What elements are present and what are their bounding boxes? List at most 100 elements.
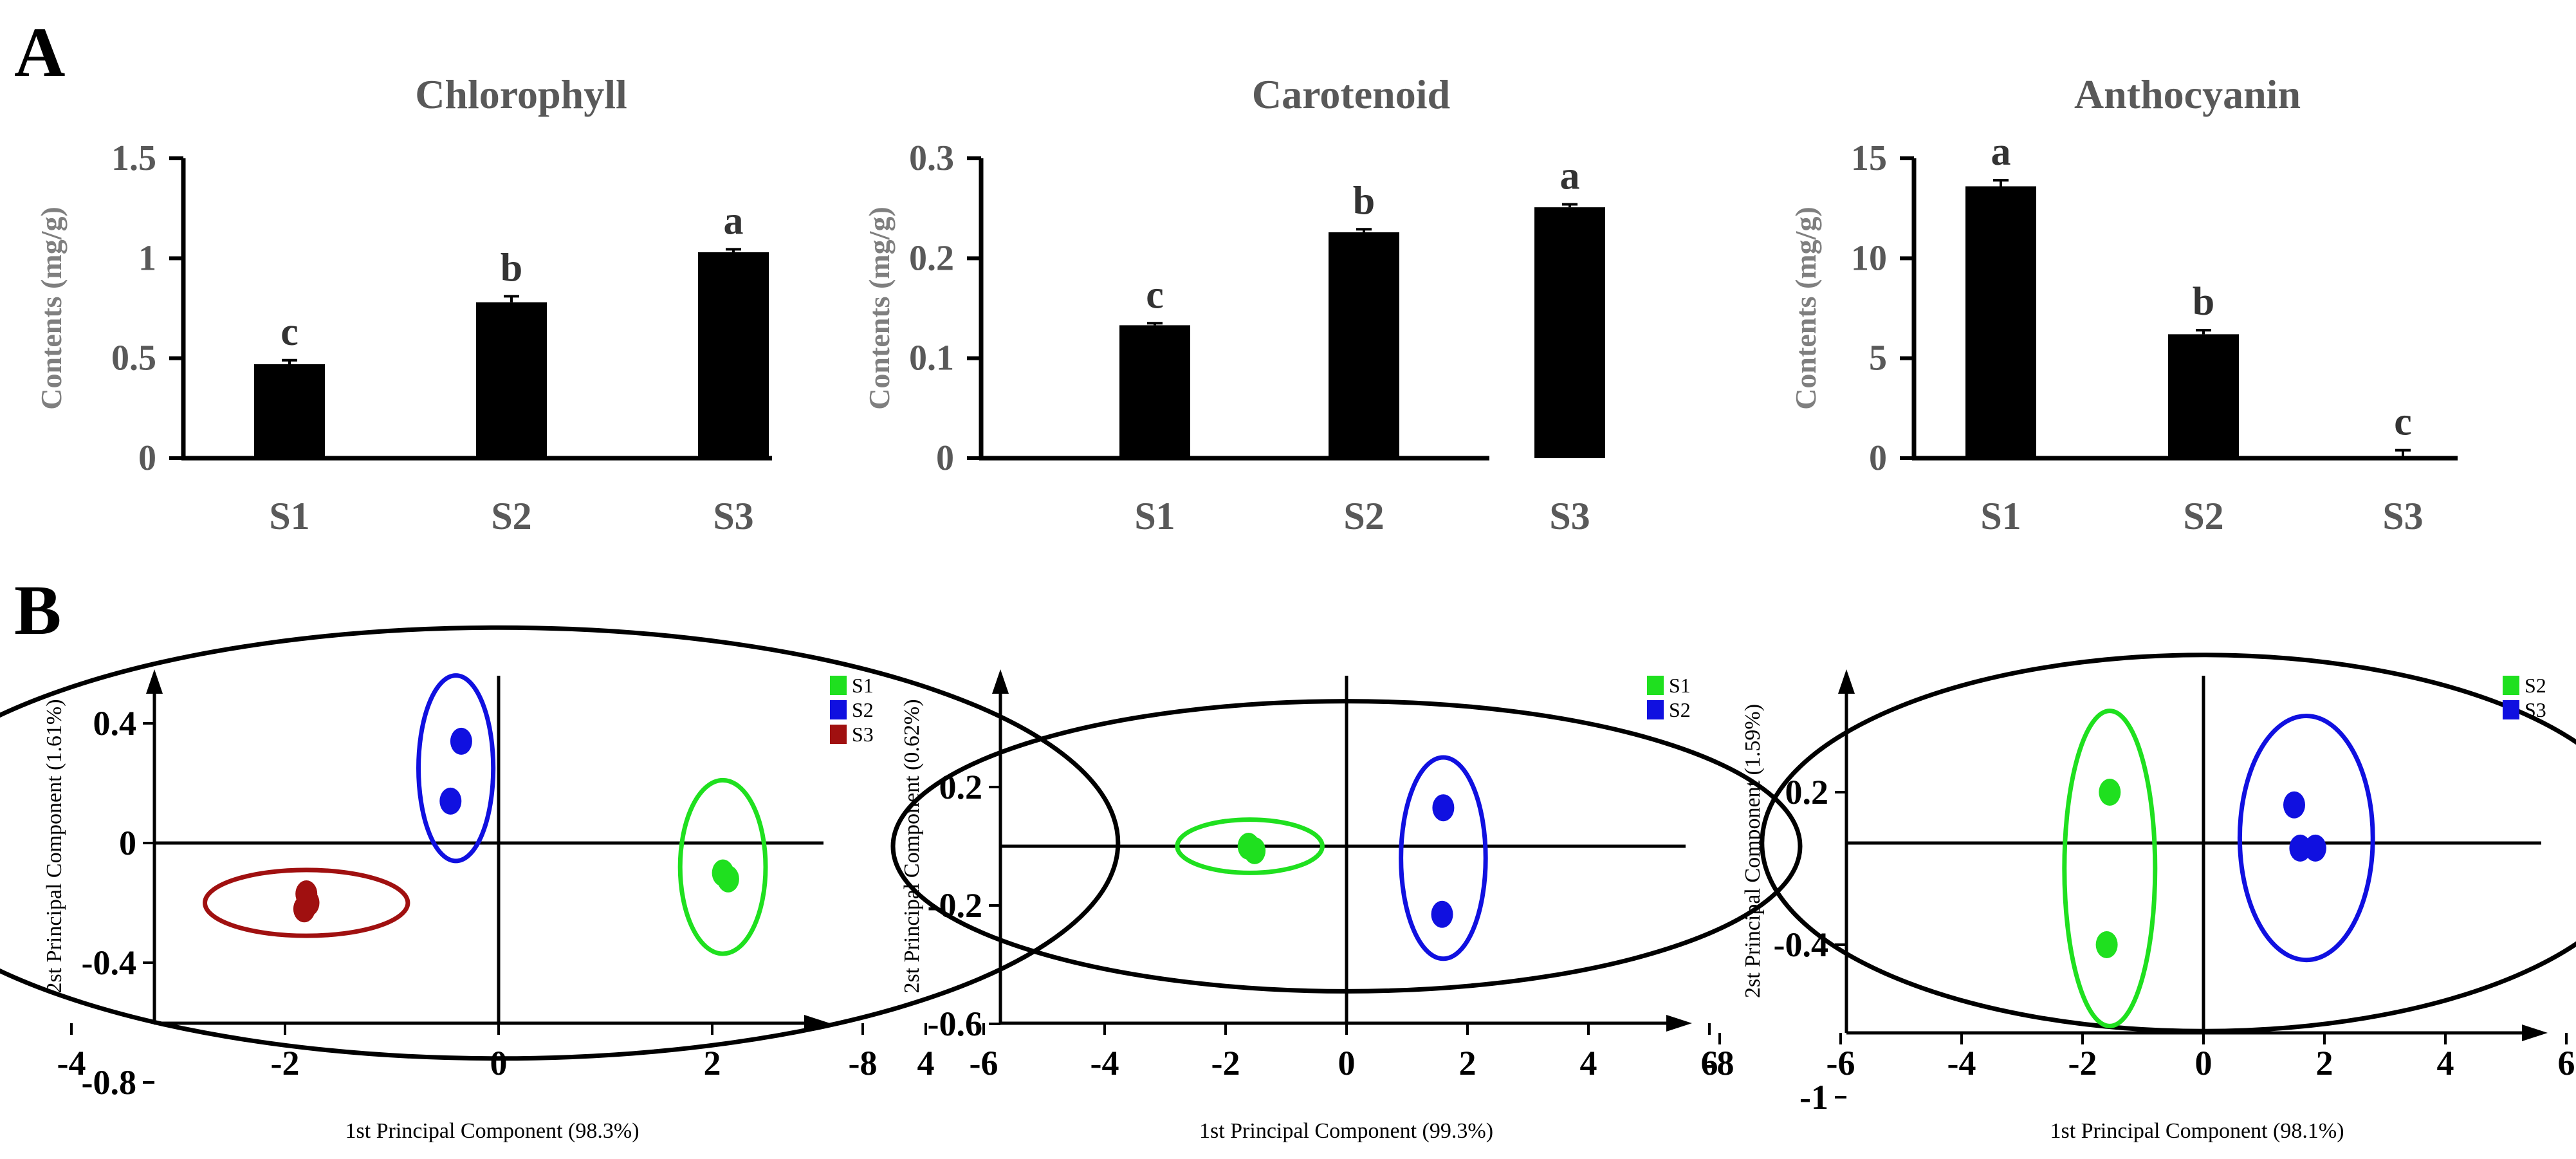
bar-S3: [698, 252, 769, 458]
y-tick-label: 10: [1851, 238, 1887, 278]
data-point-S2: [1431, 900, 1453, 928]
significance-label: c: [2394, 400, 2412, 444]
bar-chart-anthocyanin: Anthocyanin Contents (mg/g) 0 5 10 15 a S1 b S2 c S…: [1789, 71, 2458, 537]
y-tick-label: 0.2: [939, 768, 983, 806]
legend-swatch-S2: [2503, 676, 2519, 695]
significance-label: a: [1991, 130, 2011, 174]
data-point-S2: [1432, 794, 1455, 822]
x-tick-label: 4: [2437, 1044, 2454, 1082]
y-tick-label: -0.8: [82, 1063, 136, 1102]
x-tick-label: 4: [917, 1044, 935, 1082]
y-tick-label: 0.2: [909, 238, 954, 278]
x-axis-label: 1st Principal Component (99.3%): [1199, 1119, 1493, 1143]
legend-label-S2: S2: [1669, 698, 1691, 721]
significance-label: a: [1560, 154, 1580, 198]
data-point-S2: [2095, 931, 2118, 958]
y-tick-label: 0: [138, 438, 156, 478]
y-tick-label: -0.2: [928, 886, 982, 925]
panel-label-a: A: [14, 13, 65, 91]
x-tick-label: -8: [1706, 1044, 1734, 1082]
x-tick-label: -4: [1947, 1044, 1976, 1082]
x-tick-label: S3: [2382, 495, 2423, 537]
x-tick-label: -8: [849, 1044, 878, 1082]
group-ellipse-S2: [2062, 709, 2158, 1028]
significance-label: c: [1146, 273, 1164, 317]
x-axis-label: 1st Principal Component (98.3%): [345, 1119, 639, 1143]
bar-S2: [1329, 232, 1399, 458]
x-axis-arrow: [804, 1015, 830, 1032]
y-tick-label: -1: [1799, 1078, 1828, 1117]
y-tick-label: 1: [138, 238, 156, 278]
significance-label: b: [1353, 179, 1375, 223]
y-axis-label: Contents (mg/g): [1789, 207, 1822, 410]
data-point-S3: [293, 895, 315, 923]
y-axis-arrow: [992, 669, 1009, 694]
y-tick-label: 0.4: [93, 704, 137, 743]
y-axis-label: Contents (mg/g): [35, 207, 68, 410]
legend-label-S2: S2: [852, 698, 874, 721]
x-tick-label: 4: [1580, 1044, 1597, 1082]
y-tick-label: -0.4: [82, 943, 136, 982]
x-tick-label: -2: [2068, 1044, 2097, 1082]
legend-label-S3: S3: [852, 723, 874, 746]
x-tick-label: 2: [2316, 1044, 2333, 1082]
data-point-S3: [2283, 791, 2305, 819]
charts-layer: Chlorophyll Contents (mg/g) 0 0.5 1 1.5 c S1 b S2…: [0, 71, 2576, 1143]
panel-label-b: B: [14, 571, 61, 649]
bar-S2: [476, 302, 547, 458]
x-tick-label: S2: [1343, 495, 1384, 537]
legend-swatch-S3: [830, 725, 847, 744]
x-tick-label: S1: [1134, 495, 1175, 537]
data-point-S1: [1244, 837, 1266, 864]
x-tick-label: -2: [271, 1044, 300, 1082]
x-tick-label: S2: [2183, 495, 2223, 537]
y-axis-label: 2st Principal Component (1.61%): [42, 699, 66, 993]
legend-label-S1: S1: [852, 674, 874, 697]
bar-S3: [1534, 207, 1605, 458]
bar-chart-chlorophyll: Chlorophyll Contents (mg/g) 0 0.5 1 1.5 c S1 b S2…: [35, 71, 772, 537]
y-tick-label: 0: [936, 438, 954, 478]
x-tick-label: 0: [490, 1044, 508, 1082]
group-ellipse-S1: [677, 777, 768, 956]
data-point-S1: [717, 865, 739, 893]
confidence-ellipse: [0, 625, 1121, 1061]
legend-label-S3: S3: [2525, 698, 2546, 721]
x-tick-label: 6: [2558, 1044, 2575, 1082]
y-tick-label: -0.4: [1774, 925, 1828, 964]
y-tick-label: 15: [1851, 138, 1887, 178]
legend-label-S2: S2: [2525, 674, 2546, 697]
x-tick-label: S3: [1549, 495, 1590, 537]
x-tick-label: -2: [1211, 1044, 1240, 1082]
pca-plot-2: -8 -6 -4 -2 0 2 4 6 0.2 -0.2 -0.6 1st Principal Com…: [849, 669, 1803, 1143]
bar-S2: [2168, 334, 2239, 458]
legend-swatch-S1: [1647, 676, 1664, 695]
group-ellipse-S1: [1175, 817, 1325, 875]
chart-title: Carotenoid: [1252, 71, 1450, 117]
pca-plot-3: -8 -6 -4 -2 0 2 4 6 0.2 -0.4 -1 1st Principal Compo…: [1706, 653, 2576, 1143]
significance-label: c: [281, 310, 299, 354]
x-tick-label: S2: [491, 495, 531, 537]
y-tick-label: 0: [119, 824, 136, 862]
y-axis-arrow: [1838, 669, 1855, 694]
x-tick-label: 0: [2195, 1044, 2213, 1082]
x-axis-arrow: [2522, 1025, 2548, 1041]
y-tick-label: 0.5: [111, 338, 156, 378]
x-axis-arrow: [1666, 1015, 1692, 1032]
group-ellipse-S3: [2237, 714, 2375, 963]
y-tick-label: -0.6: [928, 1005, 982, 1043]
bar-chart-carotenoid: Carotenoid Contents (mg/g) 0 0.1 0.2 0.3 c S1 b S…: [863, 71, 1605, 537]
data-point-S3: [2304, 834, 2326, 862]
y-tick-label: 0.3: [909, 138, 954, 178]
group-ellipse-S2: [416, 673, 496, 864]
y-axis-label: 2st Principal Component (1.59%): [1741, 704, 1765, 998]
x-tick-label: -6: [970, 1044, 998, 1082]
chart-title: Chlorophyll: [415, 71, 627, 117]
significance-label: b: [2193, 280, 2214, 324]
y-axis-label: Contents (mg/g): [863, 207, 896, 410]
bar-S1: [1965, 186, 2036, 458]
x-tick-label: -6: [1826, 1044, 1855, 1082]
legend-swatch-S2: [830, 700, 847, 719]
data-point-S3: [2289, 834, 2312, 862]
x-tick-label: -4: [57, 1044, 86, 1082]
